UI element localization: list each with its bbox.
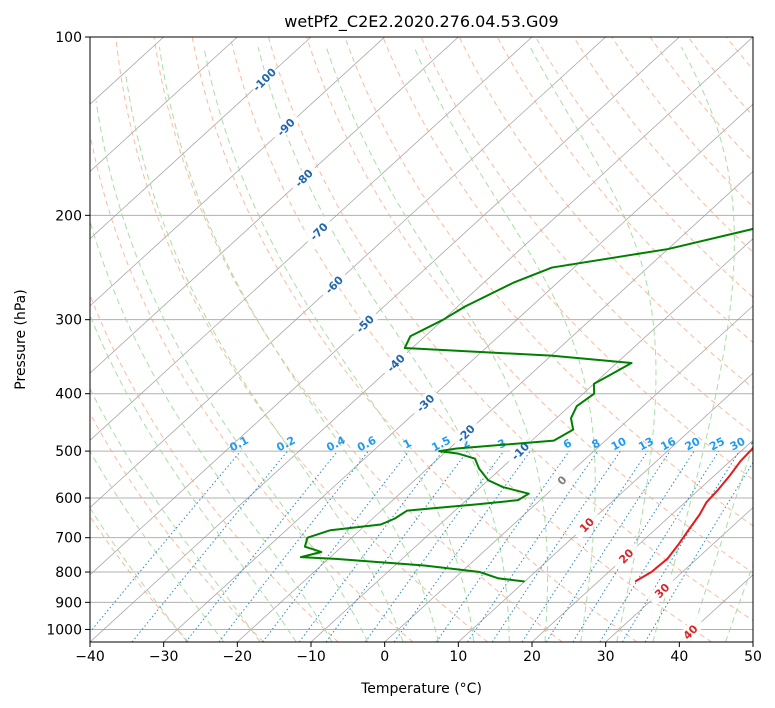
- isotherm-line: [458, 372, 753, 642]
- mixing-ratio-line: [298, 450, 444, 642]
- moist-adiabat: [90, 450, 225, 642]
- mixing-ratio-label: 16: [658, 435, 678, 454]
- temperature-profile-line: [634, 446, 753, 583]
- moist-adiabat: [529, 46, 657, 642]
- x-tick-label: −40: [75, 649, 105, 665]
- mixing-ratio-label: 13: [636, 435, 656, 454]
- chart-title: wetPf2_C2E2.2020.276.04.53.G09: [284, 12, 558, 32]
- mixing-ratio-line: [467, 450, 599, 642]
- y-tick-label: 1000: [46, 622, 82, 638]
- y-tick-label: 500: [55, 444, 82, 460]
- moist-adiabat: [158, 47, 439, 642]
- isotherm-line: [90, 37, 533, 441]
- moist-adiabat: [325, 46, 549, 642]
- y-axis-label: Pressure (hPa): [13, 289, 29, 389]
- isotherm-line: [531, 439, 753, 642]
- mixing-ratio-line: [90, 450, 242, 633]
- moist-adiabat: [257, 46, 510, 642]
- moist-adiabat: [203, 46, 475, 642]
- dewpoint-profile-line: [299, 227, 753, 583]
- x-tick-label: −30: [149, 649, 179, 665]
- dry-adiabat: [115, 37, 488, 642]
- mixing-ratio-line: [364, 450, 505, 642]
- isotherm-line: [90, 37, 238, 172]
- x-tick-label: 50: [744, 649, 762, 665]
- dry-adiabat: [90, 293, 339, 642]
- plot-frame: [89, 36, 754, 643]
- x-tick-label: 30: [597, 649, 615, 665]
- mixing-ratio-line: [325, 450, 468, 642]
- dry-adiabat: [153, 37, 563, 642]
- moist-adiabat: [90, 219, 333, 642]
- x-tick-label: 0: [380, 649, 389, 665]
- dry-adiabat: [229, 37, 712, 642]
- mixing-ratio-label: 20: [683, 435, 703, 454]
- dry-adiabat: [535, 37, 753, 298]
- isotherm-line: [163, 103, 753, 642]
- moist-adiabat: [413, 46, 596, 642]
- dry-adiabat: [191, 37, 638, 642]
- mixing-ratio-line: [545, 450, 671, 642]
- x-tick-label: −10: [296, 649, 326, 665]
- isotherm-line: [384, 305, 753, 642]
- isotherm-line: [90, 37, 680, 576]
- dry-adiabat: [611, 37, 753, 208]
- x-tick-label: 40: [670, 649, 688, 665]
- y-tick-label: 200: [55, 208, 82, 224]
- y-tick-label: 900: [55, 595, 82, 611]
- dry-adiabat: [90, 412, 264, 642]
- mixing-ratio-label: 36: [749, 435, 769, 454]
- x-axis-label: Temperature (°C): [360, 681, 482, 697]
- dry-adiabat: [382, 37, 753, 481]
- mixing-ratio-line: [393, 450, 531, 642]
- y-tick-label: 600: [55, 491, 82, 507]
- y-tick-label: 300: [55, 313, 82, 329]
- x-tick-label: −20: [223, 649, 253, 665]
- moist-adiabat: [90, 387, 261, 642]
- mixing-ratio-line: [621, 450, 740, 642]
- mixing-ratio-line: [185, 450, 338, 642]
- isotherm-label: 0: [546, 464, 577, 496]
- dry-adiabat: [268, 37, 753, 622]
- isotherm-line: [237, 170, 753, 642]
- x-tick-label: 20: [523, 649, 541, 665]
- dry-adiabat: [573, 37, 753, 253]
- mixing-ratio-line: [521, 450, 649, 642]
- mixing-ratio-line: [491, 450, 621, 642]
- y-tick-label: 700: [55, 531, 82, 547]
- moist-adiabat: [90, 314, 297, 642]
- isotherm-line: [90, 37, 753, 642]
- dry-adiabat: [496, 37, 753, 344]
- mixing-ratio-label: 10: [609, 435, 629, 454]
- y-tick-label: 400: [55, 387, 82, 403]
- isotherm-line: [605, 507, 753, 642]
- isotherm-line: [90, 37, 459, 374]
- y-tick-label: 800: [55, 565, 82, 581]
- x-tick-label: 10: [449, 649, 467, 665]
- mixing-ratio-label: 25: [707, 435, 727, 454]
- isotherm-line: [90, 37, 385, 307]
- isotherm-line: [90, 37, 606, 509]
- moist-adiabat: [688, 443, 753, 642]
- dry-adiabat: [649, 37, 753, 163]
- moist-adiabat: [125, 75, 404, 642]
- dry-adiabat: [306, 37, 753, 574]
- mixing-ratio-label: 30: [728, 435, 748, 454]
- mixing-ratio-line: [262, 450, 410, 642]
- isotherm-line: [90, 37, 312, 240]
- mixing-ratio-line: [436, 450, 570, 642]
- y-tick-label: 100: [55, 30, 82, 46]
- isotherm-line: [310, 238, 753, 642]
- mixing-ratio-line: [131, 450, 288, 642]
- moist-adiabat: [90, 507, 188, 642]
- dry-adiabat: [90, 515, 190, 642]
